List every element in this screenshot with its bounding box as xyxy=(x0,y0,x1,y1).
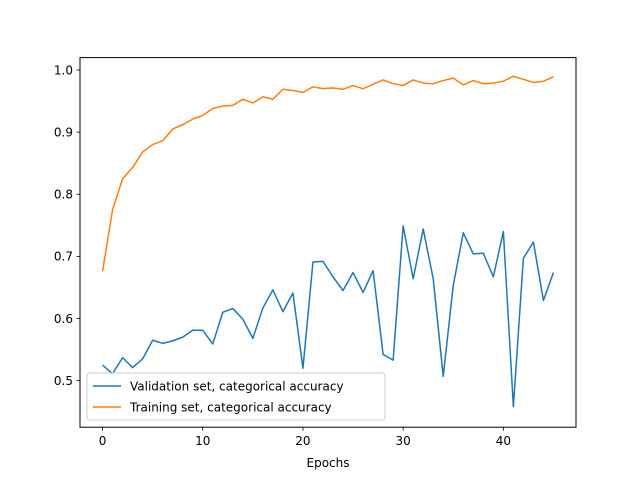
y-tick-label: 0.7 xyxy=(54,250,73,264)
y-tick-label: 1.0 xyxy=(54,63,73,77)
x-tick-label: 20 xyxy=(295,434,310,448)
legend-label-validation: Validation set, categorical accuracy xyxy=(130,380,344,394)
x-axis-label: Epochs xyxy=(307,456,350,470)
y-tick-label: 0.8 xyxy=(54,188,73,202)
x-tick-label: 30 xyxy=(396,434,411,448)
y-tick-label: 0.9 xyxy=(54,125,73,139)
y-tick-label: 0.6 xyxy=(54,312,73,326)
x-tick-label: 0 xyxy=(99,434,107,448)
legend-box xyxy=(86,372,386,421)
x-tick-label: 10 xyxy=(195,434,210,448)
series-line-training xyxy=(101,75,554,272)
y-axis-ticks: 0.5 0.6 0.7 0.8 0.9 1.0 xyxy=(54,63,80,388)
x-tick-label: 40 xyxy=(496,434,511,448)
y-tick-label: 0.5 xyxy=(54,374,73,388)
legend: Validation set, categorical accuracy Tra… xyxy=(86,372,386,421)
plot-area-frame xyxy=(79,57,577,428)
series-lines xyxy=(101,75,555,408)
legend-label-training: Training set, categorical accuracy xyxy=(129,401,332,415)
x-axis-ticks: 0 10 20 30 40 xyxy=(99,427,511,448)
series-line-validation xyxy=(102,225,555,408)
